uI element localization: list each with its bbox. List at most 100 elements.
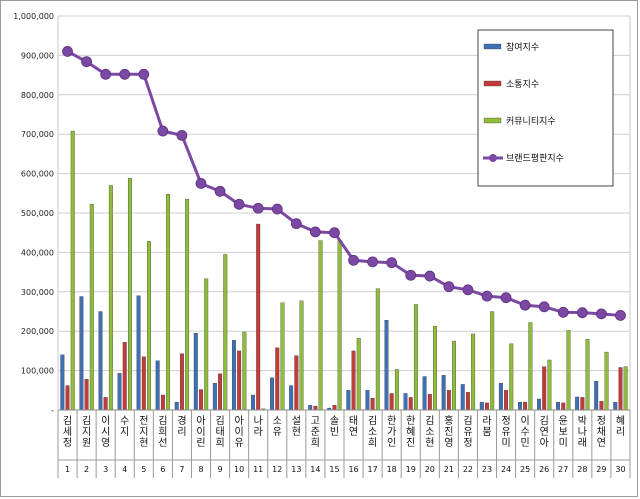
category-label-char: 전 <box>139 415 148 427</box>
rank-label: 4 <box>122 465 127 474</box>
bar <box>299 300 304 411</box>
category-label-char: 김 <box>463 415 472 427</box>
category-label-char: 혜 <box>616 415 625 427</box>
bar <box>433 325 437 411</box>
line-point <box>138 68 150 80</box>
category-label-char: 설 <box>292 415 301 427</box>
line-series <box>62 46 626 321</box>
line-point <box>81 56 92 68</box>
bar <box>60 354 65 411</box>
bar <box>509 343 514 411</box>
line-point <box>290 218 302 230</box>
category-label-char: 유 <box>235 437 244 449</box>
category-label-char: 영 <box>444 437 453 449</box>
category-label-char: 고 <box>311 416 320 427</box>
bar <box>332 405 337 411</box>
category-label-char: 김 <box>368 415 377 427</box>
bar <box>351 350 356 411</box>
rank-label: 17 <box>368 465 378 474</box>
line-point <box>62 46 73 57</box>
category-label-char: 현 <box>139 437 148 449</box>
bar <box>460 384 465 411</box>
bar <box>270 377 275 411</box>
rank-label: 16 <box>348 465 358 474</box>
line-point <box>157 125 169 137</box>
bar <box>585 338 590 411</box>
bar <box>256 223 261 411</box>
category-label-char: 보 <box>559 426 568 438</box>
rank-label: 18 <box>387 465 397 474</box>
bar <box>117 373 122 411</box>
legend-label: 소통지수 <box>506 79 539 90</box>
category-label-char: 라 <box>482 415 491 427</box>
bar <box>427 394 432 411</box>
category-label-char: 진 <box>406 437 415 449</box>
rank-label: 25 <box>520 465 530 474</box>
line-point <box>405 269 417 281</box>
category-label-char: 김 <box>215 415 224 427</box>
rank-label: 28 <box>577 465 587 474</box>
bar <box>337 240 342 411</box>
bar <box>294 355 299 411</box>
bar <box>422 376 427 411</box>
bar <box>185 199 190 411</box>
bar <box>204 278 209 411</box>
line-point <box>386 257 398 269</box>
category-label-char: 수 <box>521 426 530 438</box>
rank-label: 26 <box>539 465 549 474</box>
bar <box>84 379 89 411</box>
bar <box>346 390 351 411</box>
rank-label: 2 <box>84 465 89 474</box>
bar <box>403 393 408 411</box>
rank-label: 22 <box>463 465 473 474</box>
line-point <box>519 299 531 311</box>
category-label-char: 린 <box>196 437 205 449</box>
category-label-char: 나 <box>578 426 587 438</box>
rank-label: 19 <box>406 465 416 474</box>
bar <box>275 347 280 411</box>
category-label-char: 태 <box>215 426 224 438</box>
bar <box>485 402 489 411</box>
rank-label: 7 <box>179 465 184 474</box>
category-label-char: 민 <box>521 437 530 449</box>
rank-label: 3 <box>103 465 108 474</box>
category-label-char: 시 <box>101 426 110 438</box>
rank-label: 20 <box>425 465 435 474</box>
rank-label: 23 <box>482 465 492 474</box>
category-label-char: 지 <box>82 426 91 438</box>
category-label-char: 래 <box>578 437 587 449</box>
y-tick-label: - <box>51 406 54 415</box>
rank-label: 30 <box>615 465 625 474</box>
bar <box>174 401 179 411</box>
category-label-char: 윤 <box>559 415 568 427</box>
rank-label: 11 <box>253 465 263 474</box>
category-label-char: 희 <box>215 437 224 449</box>
bar <box>441 375 446 411</box>
bar <box>308 405 313 411</box>
bar <box>231 340 236 411</box>
category-label-char: 희 <box>368 437 377 449</box>
rank-label: 6 <box>160 465 165 474</box>
bar <box>623 366 628 411</box>
line-point <box>271 203 283 215</box>
bar <box>365 390 370 411</box>
line-point <box>119 68 131 80</box>
line-point <box>176 129 188 141</box>
bar <box>70 130 75 411</box>
category-label-char: 현 <box>425 437 434 449</box>
category-label-char: 선 <box>158 437 167 449</box>
category-label-char: 지 <box>120 426 129 438</box>
line-point <box>538 301 550 313</box>
category-label-char: 소 <box>273 415 282 427</box>
category-label-char: 홍 <box>444 414 453 427</box>
bar <box>446 390 451 411</box>
category-label-char: 이 <box>521 415 530 427</box>
